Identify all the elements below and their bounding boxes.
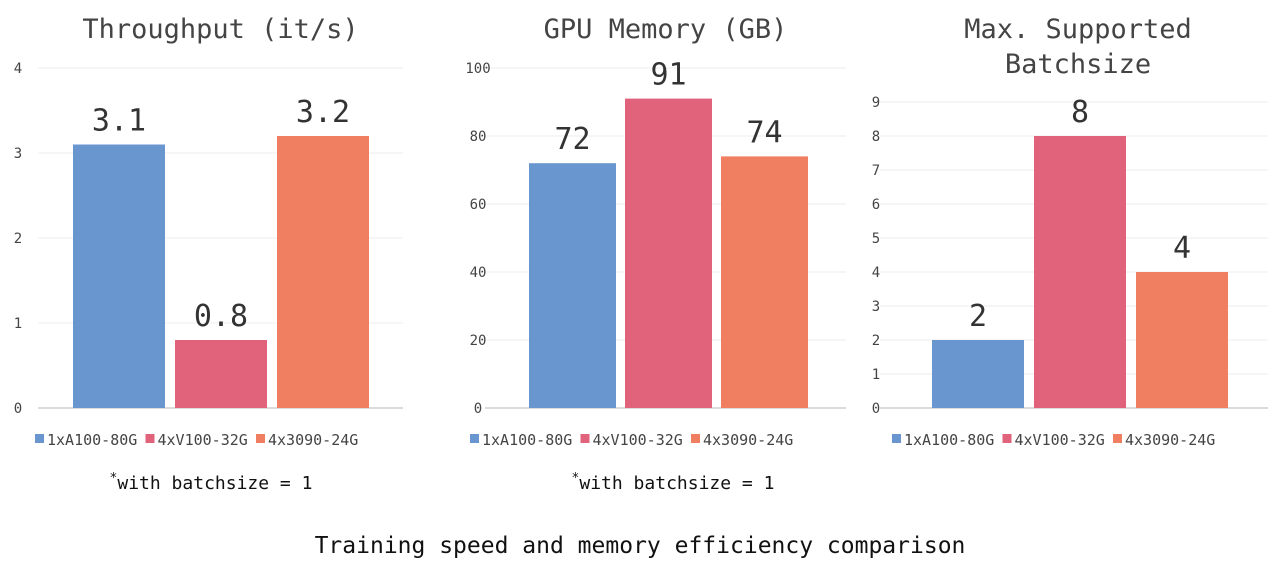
- y-tick-label: 3: [872, 299, 880, 315]
- data-label: 74: [746, 115, 782, 150]
- footnote-text: with batchsize = 1: [117, 473, 312, 494]
- bar-4xv100-32g: [175, 340, 267, 408]
- y-tick-label: 3: [14, 146, 22, 162]
- bar-4xv100-32g: [1034, 136, 1126, 408]
- chart-title: Throughput (it/s): [82, 14, 358, 45]
- y-tick-label: 60: [470, 197, 487, 213]
- legend-swatch: [580, 434, 590, 443]
- legend-swatch: [145, 434, 155, 443]
- data-label: 4: [1173, 231, 1191, 266]
- data-label: 3.1: [92, 104, 146, 139]
- y-tick-label: 9: [872, 95, 880, 111]
- y-tick-label: 1: [14, 316, 22, 332]
- legend-label: 4x3090-24G: [1125, 431, 1215, 449]
- bar-4x3090-24g: [1136, 272, 1228, 408]
- legend-label: 4xV100-32G: [158, 431, 248, 449]
- chart-title: GPU Memory (GB): [544, 14, 788, 45]
- y-tick-label: 0: [872, 401, 880, 417]
- y-tick-label: 2: [872, 333, 880, 349]
- legend-label: 1xA100-80G: [482, 431, 572, 449]
- legend-swatch: [1002, 434, 1012, 443]
- legend-label: 4xV100-32G: [1015, 431, 1105, 449]
- y-tick-label: 2: [14, 231, 22, 247]
- legend-label: 4x3090-24G: [268, 431, 358, 449]
- chart-title: Batchsize: [1005, 49, 1151, 80]
- y-tick-label: 20: [470, 333, 487, 349]
- legend-label: 4xV100-32G: [593, 431, 683, 449]
- data-label: 72: [554, 122, 590, 157]
- bar-4xv100-32g: [625, 98, 712, 408]
- figure-caption: Training speed and memory efficiency com…: [314, 533, 966, 559]
- legend-swatch: [470, 434, 479, 443]
- data-label: 8: [1071, 95, 1089, 130]
- y-tick-label: 1: [872, 367, 880, 383]
- y-tick-label: 100: [465, 61, 490, 77]
- legend-swatch: [892, 434, 901, 443]
- footnote-mark: *: [110, 471, 118, 486]
- legend-label: 1xA100-80G: [47, 431, 137, 449]
- y-tick-label: 0: [14, 401, 22, 417]
- y-tick-label: 4: [872, 265, 880, 281]
- footnote-mark: *: [572, 471, 580, 486]
- data-label: 3.2: [296, 95, 350, 130]
- legend-swatch: [35, 434, 44, 443]
- y-tick-label: 0: [474, 401, 482, 417]
- legend-label: 1xA100-80G: [904, 431, 994, 449]
- y-tick-label: 40: [470, 265, 487, 281]
- y-tick-label: 80: [470, 129, 487, 145]
- y-tick-label: 7: [872, 163, 880, 179]
- data-label: 0.8: [194, 299, 248, 334]
- bar-1xa100-80g: [73, 144, 165, 408]
- data-label: 91: [650, 58, 686, 93]
- data-label: 2: [969, 299, 987, 334]
- legend-swatch: [256, 434, 265, 443]
- footnote: *with batchsize = 1: [572, 471, 775, 494]
- y-tick-label: 5: [872, 231, 880, 247]
- chart-title: Max. Supported: [964, 14, 1192, 45]
- y-tick-label: 6: [872, 197, 880, 213]
- y-tick-label: 8: [872, 129, 880, 145]
- footnote: *with batchsize = 1: [110, 471, 313, 494]
- y-tick-label: 4: [14, 61, 22, 77]
- bar-4x3090-24g: [277, 136, 369, 408]
- footnote-text: with batchsize = 1: [579, 473, 774, 494]
- legend-swatch: [691, 434, 700, 443]
- bar-1xa100-80g: [932, 340, 1024, 408]
- bar-1xa100-80g: [529, 163, 616, 408]
- legend-swatch: [1113, 434, 1122, 443]
- legend-label: 4x3090-24G: [703, 431, 793, 449]
- bar-4x3090-24g: [721, 156, 808, 408]
